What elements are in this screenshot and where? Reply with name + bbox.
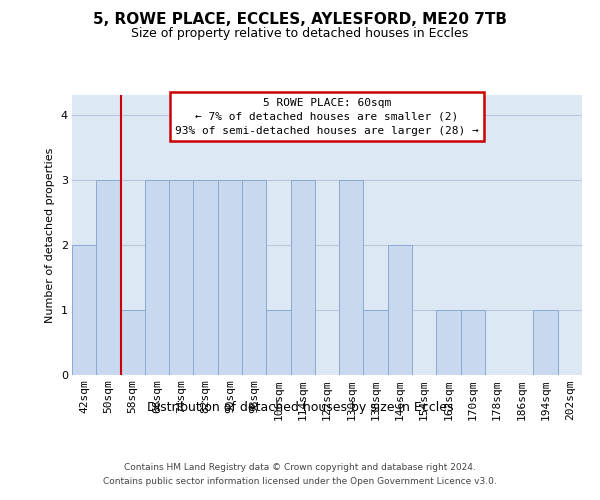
Text: 5, ROWE PLACE, ECCLES, AYLESFORD, ME20 7TB: 5, ROWE PLACE, ECCLES, AYLESFORD, ME20 7…: [93, 12, 507, 28]
Bar: [290, 180, 315, 375]
Text: Contains public sector information licensed under the Open Government Licence v3: Contains public sector information licen…: [103, 476, 497, 486]
Bar: [436, 310, 461, 375]
Bar: [266, 310, 290, 375]
Text: Contains HM Land Registry data © Crown copyright and database right 2024.: Contains HM Land Registry data © Crown c…: [124, 463, 476, 472]
Bar: [169, 180, 193, 375]
Y-axis label: Number of detached properties: Number of detached properties: [45, 148, 55, 322]
Text: 5 ROWE PLACE: 60sqm
← 7% of detached houses are smaller (2)
93% of semi-detached: 5 ROWE PLACE: 60sqm ← 7% of detached hou…: [175, 98, 479, 136]
Bar: [218, 180, 242, 375]
Bar: [533, 310, 558, 375]
Bar: [72, 245, 96, 375]
Text: Distribution of detached houses by size in Eccles: Distribution of detached houses by size …: [147, 401, 453, 414]
Bar: [145, 180, 169, 375]
Bar: [461, 310, 485, 375]
Bar: [364, 310, 388, 375]
Bar: [339, 180, 364, 375]
Bar: [96, 180, 121, 375]
Bar: [242, 180, 266, 375]
Bar: [193, 180, 218, 375]
Text: Size of property relative to detached houses in Eccles: Size of property relative to detached ho…: [131, 28, 469, 40]
Bar: [121, 310, 145, 375]
Bar: [388, 245, 412, 375]
